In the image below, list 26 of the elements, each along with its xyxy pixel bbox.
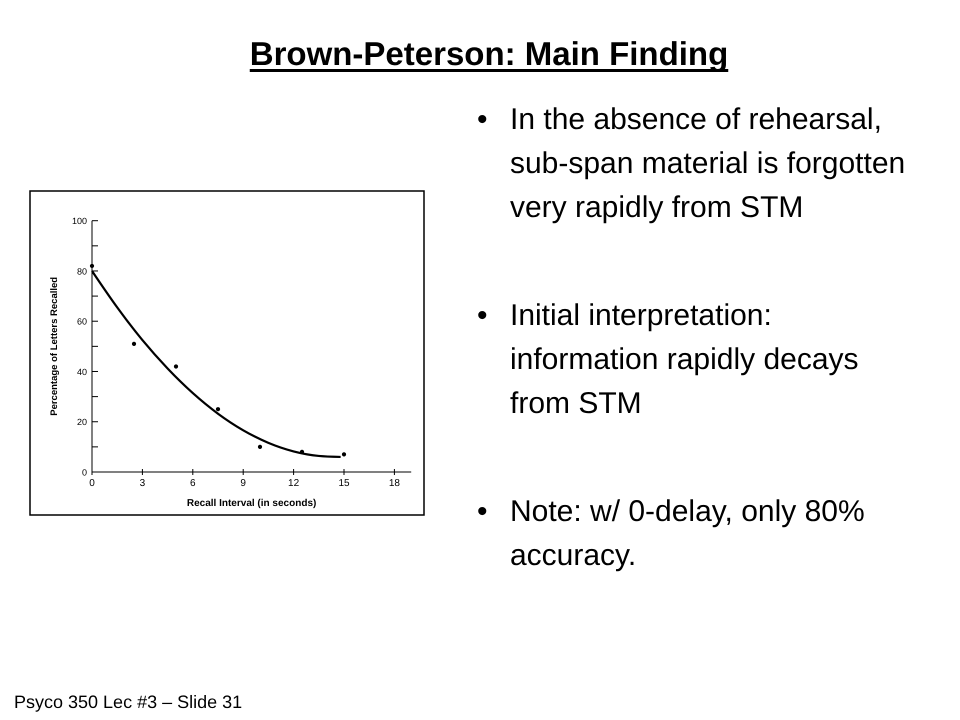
point [216, 407, 220, 412]
y-tick-label: 20 [76, 417, 87, 428]
x-tick-label: 18 [388, 478, 400, 489]
y-tick-label: 0 [82, 468, 87, 478]
point [90, 264, 94, 268]
y-tick-label: 80 [76, 266, 87, 276]
x-tick-label: 15 [338, 478, 350, 489]
text: • Note: w/ 0-delay, only 80% accuracy. [477, 495, 865, 572]
x-tick-label: 9 [240, 478, 246, 489]
y-tick-label: 40 [76, 366, 87, 377]
x-tick-label: 12 [288, 478, 300, 489]
x-axis-title: Recall Interval (in seconds) [186, 498, 316, 509]
x-tick-label: 3 [140, 478, 146, 489]
y-tick-label: 60 [76, 316, 87, 327]
text: Brown-Peterson: Main Finding [250, 35, 728, 72]
point [174, 364, 178, 369]
y-tick-label: 100 [72, 216, 87, 226]
x-tick-label: 6 [190, 478, 196, 489]
text: • In the absence of rehearsal, sub-span material is forgotten very rapidly from STM [477, 103, 906, 224]
point [342, 452, 346, 457]
point [132, 342, 136, 346]
x-tick-label: 0 [89, 478, 96, 489]
point [258, 444, 262, 449]
text: • Initial interpretation: information rapidly decays from STM [477, 299, 859, 420]
text: Psyco 350 Lec #3 – Slide 31 [14, 692, 242, 712]
y-axis-title: Percentage of Letters Recalled [49, 276, 60, 416]
